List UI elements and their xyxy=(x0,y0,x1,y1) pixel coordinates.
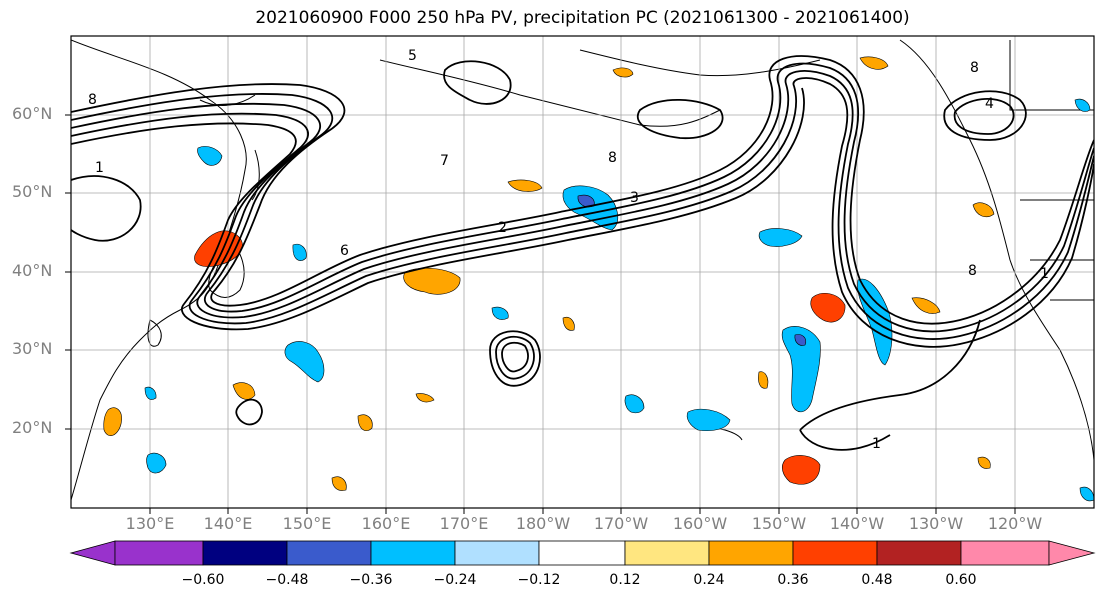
colorbar-arrow-right xyxy=(1048,540,1096,566)
lat-label: 50°N xyxy=(12,182,53,201)
lon-label: 160°W xyxy=(672,514,728,533)
precip-negative xyxy=(1074,98,1091,112)
precip-positive xyxy=(781,455,821,485)
precip-positive xyxy=(911,297,941,314)
precip-positive xyxy=(232,382,256,400)
precip-positive xyxy=(612,67,634,78)
precip-positive xyxy=(810,292,846,323)
lon-label: 140°W xyxy=(829,514,885,533)
contour-label: 7 xyxy=(440,153,449,169)
contour-label: 8 xyxy=(88,92,97,108)
precip-negative xyxy=(781,326,821,413)
colorbar-tick-label: −0.24 xyxy=(433,572,477,588)
colorbar-tick-label: −0.36 xyxy=(349,572,393,588)
precip-positive xyxy=(859,56,889,70)
lon-label: 130°E xyxy=(125,514,175,533)
contour-label: 8 xyxy=(968,263,977,279)
precip-negative xyxy=(686,408,731,431)
lat-label: 40°N xyxy=(12,261,53,280)
lon-label: 180°W xyxy=(515,514,571,533)
precip-positive xyxy=(507,179,543,192)
contour-label: 1 xyxy=(95,160,104,176)
precip-positive xyxy=(331,476,347,491)
lon-label: 130°W xyxy=(908,514,964,533)
colorbar-tick-label: 0.60 xyxy=(945,572,977,588)
contour-label: 8 xyxy=(608,150,617,166)
axis-ticks xyxy=(65,114,1016,514)
precip-negative xyxy=(292,243,307,261)
contour-label: 5 xyxy=(408,48,417,64)
contour-labels: 1 1 1 2 3 4 5 6 7 8 8 8 8 xyxy=(88,48,1049,452)
precip-negative xyxy=(562,185,619,231)
colorbar-tick-label: −0.60 xyxy=(181,572,225,588)
colorbar-tick-label: 0.24 xyxy=(693,572,725,588)
colorbar-tick-label: −0.48 xyxy=(265,572,309,588)
lon-label: 160°E xyxy=(361,514,411,533)
lat-label: 60°N xyxy=(12,104,53,123)
colorbar xyxy=(69,540,1096,566)
precip-negative xyxy=(1079,486,1094,502)
precip-negative xyxy=(491,306,509,320)
precip-patches xyxy=(103,56,1094,502)
lat-label: 30°N xyxy=(12,339,53,358)
lat-label: 20°N xyxy=(12,418,53,437)
colorbar-arrow-left xyxy=(69,540,116,566)
contour-label: 1 xyxy=(1040,266,1049,282)
precip-positive xyxy=(972,202,995,217)
precip-negative xyxy=(144,386,157,400)
lon-label: 150°W xyxy=(751,514,807,533)
precip-negative xyxy=(284,341,325,383)
colorbar-tick-label: 0.12 xyxy=(609,572,641,588)
precip-negative xyxy=(758,228,803,247)
precip-positive xyxy=(977,456,991,469)
plot-title: 2021060900 F000 250 hPa PV, precipitatio… xyxy=(255,8,910,28)
precip-negative xyxy=(146,452,167,474)
precip-positive xyxy=(562,317,575,331)
precip-negative xyxy=(197,146,223,166)
colorbar-tick-label: 0.36 xyxy=(777,572,809,588)
contour-label: 1 xyxy=(872,436,881,452)
precip-negative xyxy=(794,334,807,346)
lon-label: 140°E xyxy=(203,514,253,533)
contour-label: 3 xyxy=(630,190,639,206)
pv-contours xyxy=(71,55,1094,451)
colorbar-tick-label: −0.12 xyxy=(517,572,561,588)
grid-lines xyxy=(71,36,1094,508)
precip-positive xyxy=(103,407,122,436)
precip-positive xyxy=(357,414,373,431)
lon-label: 170°E xyxy=(439,514,489,533)
lon-label: 120°W xyxy=(987,514,1043,533)
colorbar-tick-label: 0.48 xyxy=(861,572,893,588)
contour-label: 6 xyxy=(340,243,349,259)
contour-label: 4 xyxy=(985,96,994,112)
lon-label: 150°E xyxy=(282,514,332,533)
precip-positive xyxy=(758,371,769,389)
precip-positive xyxy=(403,267,461,295)
lon-label: 170°W xyxy=(593,514,649,533)
precip-negative xyxy=(624,394,645,414)
precip-positive xyxy=(415,393,435,403)
contour-label: 8 xyxy=(970,60,979,76)
contour-label: 2 xyxy=(498,220,507,236)
